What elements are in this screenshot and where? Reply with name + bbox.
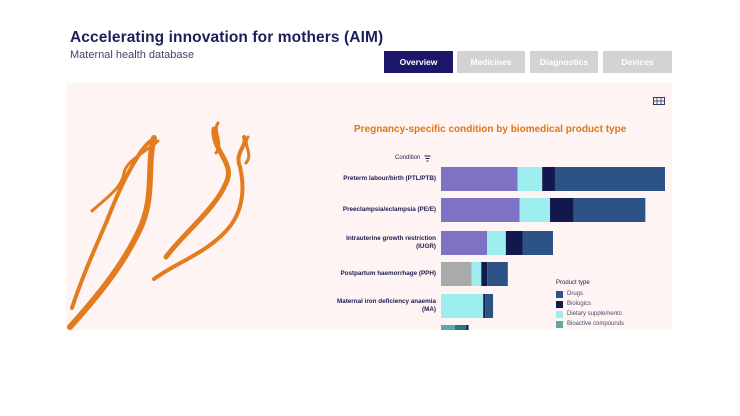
legend-label: Drugs bbox=[567, 291, 584, 297]
legend-swatch bbox=[556, 300, 563, 308]
bar-segment[interactable] bbox=[542, 167, 555, 191]
category-label: Preterm labour/birth (PTL/PTB) bbox=[343, 175, 436, 182]
tab-medicines[interactable]: Medicines bbox=[457, 51, 525, 73]
bar-segment[interactable] bbox=[522, 231, 553, 255]
bar-segment[interactable] bbox=[441, 167, 518, 191]
table-icon[interactable] bbox=[653, 97, 665, 105]
bar-segment[interactable] bbox=[441, 231, 488, 255]
bar-segment[interactable] bbox=[441, 294, 484, 318]
bar-segment[interactable] bbox=[487, 262, 508, 286]
legend-label: Bioactive compounds bbox=[567, 321, 625, 327]
page-subtitle: Maternal health database bbox=[70, 49, 195, 61]
bar-segment[interactable] bbox=[471, 262, 482, 286]
bar-segment[interactable] bbox=[454, 325, 467, 330]
legend: Product type Drugs Biologics Dietary suppl… bbox=[556, 280, 624, 329]
bar-segment[interactable] bbox=[441, 262, 472, 286]
bar-segment[interactable] bbox=[466, 325, 469, 330]
decorative-ribbon-graphic bbox=[67, 121, 251, 330]
legend-label: Dietary supplements bbox=[567, 311, 622, 317]
legend-swatch bbox=[556, 310, 563, 318]
bar-segment[interactable] bbox=[573, 198, 646, 222]
legend-swatch bbox=[556, 290, 563, 298]
category-label: Intrauterine growth restriction (IUGR) bbox=[346, 235, 436, 250]
legend-label: Biologics bbox=[567, 301, 592, 307]
legend-title: Product type bbox=[556, 280, 590, 286]
filter-sort-icon[interactable] bbox=[424, 155, 431, 162]
bar-segment[interactable] bbox=[441, 198, 520, 222]
bar-segment[interactable] bbox=[519, 198, 551, 222]
bar-segment[interactable] bbox=[554, 167, 665, 191]
legend-swatch bbox=[556, 320, 563, 328]
bar-segment[interactable] bbox=[483, 294, 486, 318]
bar-segment[interactable] bbox=[550, 198, 574, 222]
bar-segment[interactable] bbox=[505, 231, 523, 255]
category-label: Preeclampsia/eclampsia (PE/E) bbox=[342, 206, 436, 213]
bar-segment[interactable] bbox=[517, 167, 543, 191]
bar-segment[interactable] bbox=[481, 262, 488, 286]
dashboard-panel: Pregnancy-specific condition by biomedic… bbox=[66, 83, 672, 330]
tab-bar: Overview Medicines Diagnostics Devices bbox=[384, 51, 672, 73]
bar-segment[interactable] bbox=[487, 231, 506, 255]
legend-item[interactable]: Dietary supplements bbox=[556, 309, 624, 319]
legend-item[interactable]: Bioactive compounds bbox=[556, 319, 624, 329]
tab-overview[interactable]: Overview bbox=[384, 51, 453, 73]
chart-title: Pregnancy-specific condition by biomedic… bbox=[354, 124, 627, 135]
tab-devices[interactable]: Devices bbox=[603, 51, 672, 73]
bar-segment[interactable] bbox=[485, 294, 494, 318]
stacked-bar-chart bbox=[441, 167, 665, 330]
page-title: Accelerating innovation for mothers (AIM… bbox=[70, 29, 384, 46]
legend-item[interactable]: Drugs bbox=[556, 289, 624, 299]
bar-segment[interactable] bbox=[441, 325, 455, 330]
category-label: Postpartum haemorrhage (PPH) bbox=[340, 270, 436, 277]
condition-sort-label[interactable]: Condition bbox=[395, 155, 421, 161]
category-label: Maternal iron deficiency anaemia (MA) bbox=[336, 298, 436, 313]
legend-item[interactable]: Biologics bbox=[556, 299, 624, 309]
tab-diagnostics[interactable]: Diagnostics bbox=[530, 51, 598, 73]
